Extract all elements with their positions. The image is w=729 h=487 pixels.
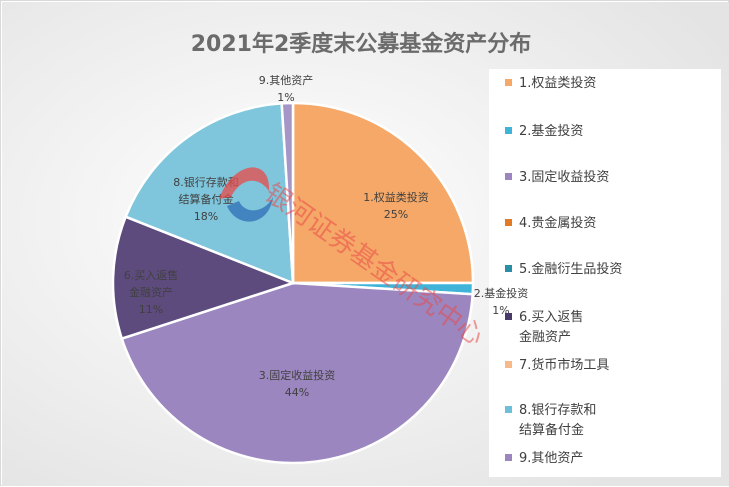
pie-slice-3	[120, 281, 474, 465]
legend-marker-8	[505, 406, 512, 413]
legend-item-4: 4.贵金属投资	[519, 215, 596, 231]
pie-slice-1	[291, 101, 475, 285]
slice-label-4: 6.买入返售金融资产 11%	[124, 268, 179, 316]
legend-marker-6	[505, 313, 512, 320]
chart-title: 2021年2季度末公募基金资产分布	[191, 31, 532, 57]
legend-item-8: 8.银行存款和结算备付金	[519, 403, 596, 438]
watermark-logo-red-swirl	[219, 167, 270, 199]
slice-label-1: 1.权益类投资 25%	[363, 190, 429, 221]
legend-item-1: 1.权益类投资	[519, 75, 596, 91]
legend-item-3: 3.固定收益投资	[519, 169, 609, 185]
pie-slice-4	[111, 215, 297, 341]
legend-item-6: 6.买入返售金融资产	[519, 309, 583, 345]
pie-slice-6	[280, 101, 295, 284]
pie-slice-5	[124, 102, 295, 285]
legend-marker-2	[505, 127, 512, 134]
slice-label-5: 8.银行存款和结算备付金 18%	[173, 175, 239, 223]
legend-marker-3	[505, 173, 512, 180]
legend: 1.权益类投资 2.基金投资 3.固定收益投资 4.贵金属投资 5.金融衍生品投资 6.买…	[505, 75, 622, 466]
legend-marker-7	[505, 361, 512, 368]
legend-box	[489, 69, 721, 477]
pie-slices	[111, 101, 475, 465]
legend-item-7: 7.货币市场工具	[519, 357, 609, 373]
legend-marker-1	[505, 79, 512, 86]
legend-marker-9	[505, 454, 512, 461]
watermark-logo-blue-swirl	[227, 197, 273, 222]
slice-label-3: 3.固定收益投资 44%	[259, 368, 336, 399]
legend-item-9: 9.其他资产	[519, 451, 583, 466]
legend-marker-4	[505, 219, 512, 226]
legend-marker-5	[505, 265, 512, 272]
legend-item-2: 2.基金投资	[519, 123, 583, 139]
slice-label-6: 9.其他资产 1%	[259, 73, 314, 104]
legend-item-5: 5.金融衍生品投资	[519, 261, 622, 277]
pie-slice-labels: 1.权益类投资 25%2.基金投资 1%3.固定收益投资 44%6.买入返售金融资产 1…	[124, 73, 529, 399]
